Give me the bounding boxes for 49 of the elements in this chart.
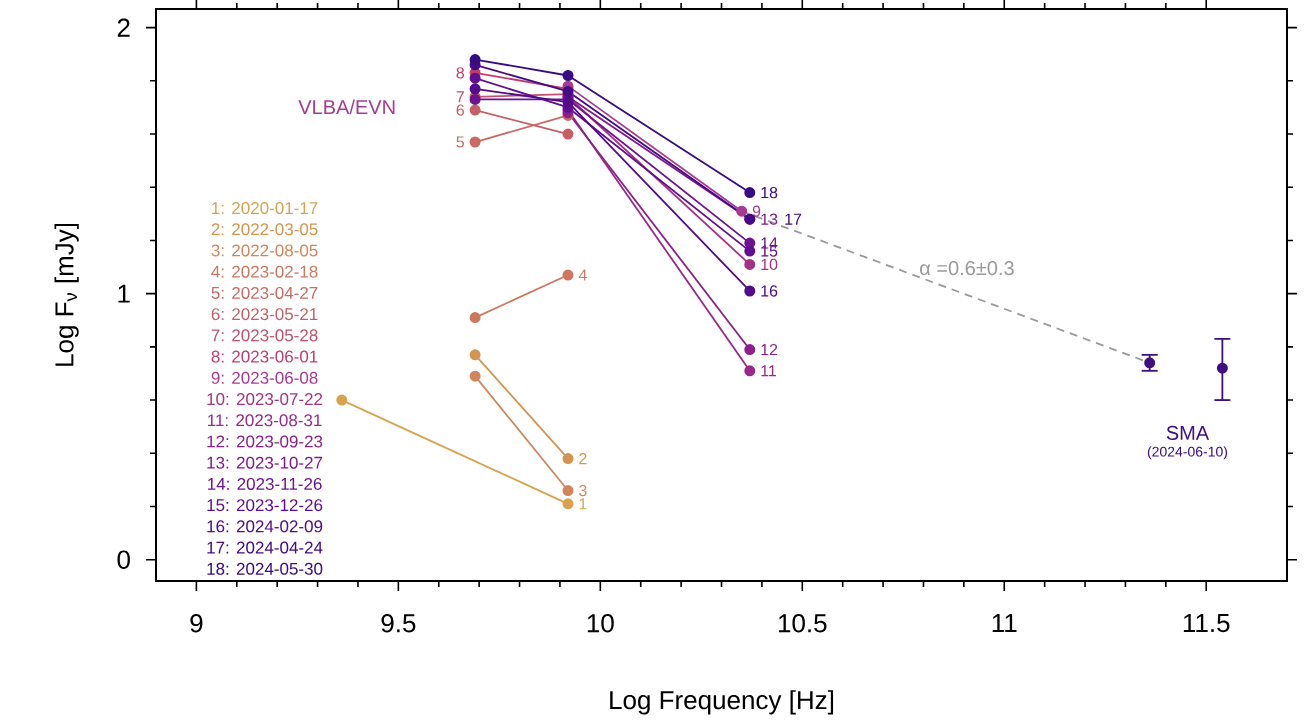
annotation: 11 bbox=[761, 365, 777, 377]
x-tick-label: 10.5 bbox=[778, 614, 827, 633]
text: 14: 2023-11-26 bbox=[208, 477, 322, 490]
text: 15: 2023-12-26 bbox=[207, 499, 323, 512]
annotation: 2 bbox=[579, 453, 587, 465]
y-axis-title: Log F$_{ν}$ [mJy] bbox=[54, 223, 79, 366]
text: 13: 2023-10-27 bbox=[207, 456, 323, 469]
text: 18: 2024-05-30 bbox=[207, 562, 323, 575]
annotation: 3 bbox=[579, 484, 587, 497]
x-tick-label: 9 bbox=[190, 614, 203, 633]
x-axis-title: Log Frequency [Hz] bbox=[610, 690, 834, 715]
annotation: 1 bbox=[579, 498, 587, 510]
x-tick-label: 10 bbox=[587, 614, 614, 633]
annotation: (2024-06-10) bbox=[1147, 446, 1228, 460]
text: 2: 2022-03-05 bbox=[211, 223, 318, 236]
text: 7: 2023-05-28 bbox=[211, 329, 318, 342]
text: 10: 2023-07-22 bbox=[207, 393, 323, 406]
annotation: 13 bbox=[761, 213, 778, 225]
text: 6: 2023-05-21 bbox=[211, 308, 318, 321]
text: 8: 2023-06-01 bbox=[211, 350, 318, 363]
annotation: 4 bbox=[578, 269, 587, 281]
annotation: VLBA/EVN bbox=[298, 99, 395, 115]
text: 1: 2020-01-17 bbox=[212, 202, 318, 215]
annotation: 18 bbox=[761, 186, 778, 199]
text: 9: 2023-06-08 bbox=[211, 371, 318, 384]
annotation: 17 bbox=[785, 213, 802, 225]
annotation: 16 bbox=[761, 285, 778, 297]
x-tick-label: 9.5 bbox=[381, 614, 416, 633]
y-tick-label: 1 bbox=[118, 284, 130, 303]
y-tick-label: 0 bbox=[117, 550, 130, 569]
text: 4: 2023-02-18 bbox=[211, 265, 318, 278]
text: 12: 2023-09-23 bbox=[207, 435, 323, 448]
text: 17: 2024-04-24 bbox=[207, 541, 323, 554]
annotation: α =0.6±0.3 bbox=[920, 261, 1014, 276]
annotation: 12 bbox=[761, 343, 778, 356]
text: 3: 2022-08-05 bbox=[211, 244, 318, 257]
annotation: 5 bbox=[456, 136, 465, 148]
text: 16: 2024-02-09 bbox=[207, 520, 323, 533]
annotation: 9 bbox=[752, 205, 761, 217]
text: 5: 2023-04-27 bbox=[211, 286, 318, 299]
y-tick-label: 2 bbox=[117, 18, 130, 37]
text: 11: 2023-08-31 bbox=[208, 414, 322, 427]
annotation: SMA bbox=[1166, 425, 1210, 440]
annotation: 6 bbox=[456, 104, 464, 116]
annotation: 10 bbox=[761, 258, 778, 271]
x-tick-label: 11.5 bbox=[1183, 614, 1230, 633]
x-tick-label: 11 bbox=[992, 614, 1017, 632]
annotation: 7 bbox=[456, 91, 464, 103]
annotation: 8 bbox=[456, 67, 464, 79]
